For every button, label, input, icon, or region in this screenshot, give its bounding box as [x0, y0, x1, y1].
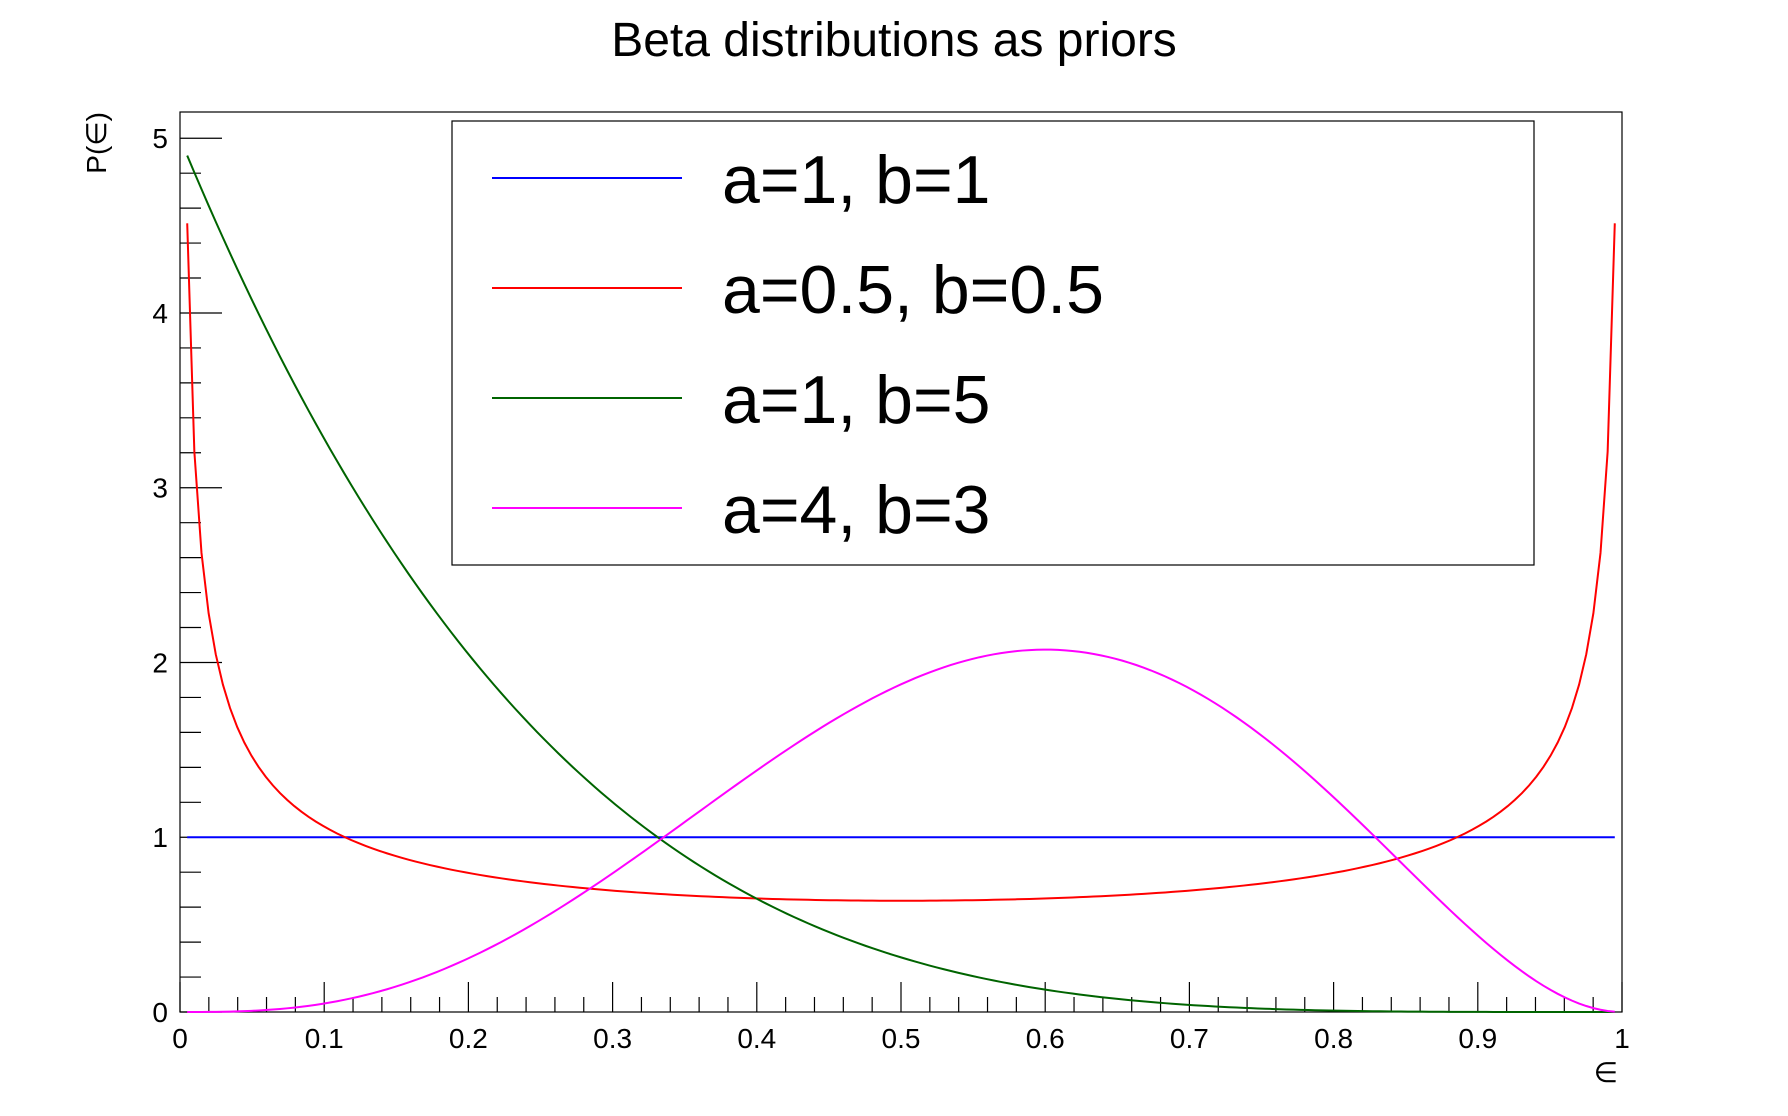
series-line-3 — [186, 155, 1615, 1013]
x-tick-label: 1 — [1614, 1023, 1630, 1054]
legend-label-4: a=4, b=3 — [722, 472, 990, 548]
series-line-2 — [186, 223, 1616, 902]
x-axis-label: ∈ — [1594, 1057, 1618, 1088]
x-tick-label: 0.9 — [1458, 1023, 1497, 1054]
series-line-4 — [187, 648, 1615, 1013]
chart-title: Beta distributions as priors — [611, 14, 1177, 67]
x-tick-label: 0.1 — [305, 1023, 344, 1054]
legend: a=1, b=1 a=0.5, b=0.5 a=1, b=5 a=4, b=3 — [451, 120, 1535, 566]
x-tick-label: 0.8 — [1314, 1023, 1353, 1054]
y-tick-label: 0 — [152, 997, 168, 1028]
legend-label-3: a=1, b=5 — [722, 362, 990, 438]
y-tick-label: 2 — [152, 647, 168, 678]
y-tick-label: 4 — [152, 298, 168, 329]
x-tick-label: 0.5 — [882, 1023, 921, 1054]
x-tick-label: 0.3 — [593, 1023, 632, 1054]
y-tick-label: 1 — [152, 822, 168, 853]
y-axis-label: P(∈) — [81, 112, 112, 174]
x-tick-label: 0.7 — [1170, 1023, 1209, 1054]
legend-box — [451, 120, 1535, 566]
y-tick-label: 5 — [152, 123, 168, 154]
legend-label-1: a=1, b=1 — [722, 142, 990, 218]
y-axis: 0 1 2 3 4 5 — [152, 123, 222, 1028]
x-tick-label: 0.2 — [449, 1023, 488, 1054]
legend-label-2: a=0.5, b=0.5 — [722, 252, 1104, 328]
x-tick-label: 0 — [172, 1023, 188, 1054]
curves — [186, 155, 1616, 1013]
y-tick-label: 3 — [152, 473, 168, 504]
x-tick-label: 0.6 — [1026, 1023, 1065, 1054]
x-axis: 0 0.1 0.2 0.3 0.4 0.5 0.6 0.7 0.8 0.9 1 — [172, 982, 1630, 1054]
x-tick-label: 0.4 — [737, 1023, 776, 1054]
